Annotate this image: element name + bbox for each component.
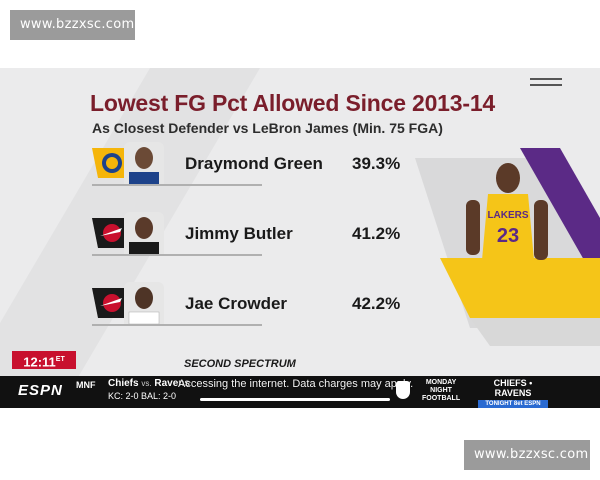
clock-zone: ET [55,356,65,363]
video-frame: Lowest FG Pct Allowed Since 2013-14 As C… [0,68,600,408]
promo-title: CHIEFS • RAVENS [493,378,533,398]
video-progress-bar[interactable] [200,398,390,401]
warriors-logo-icon [92,148,126,178]
graphic-title: Lowest FG Pct Allowed Since 2013-14 [90,90,496,116]
menu-lines-icon [530,78,562,90]
mnf-logo-line: NIGHT [430,387,452,394]
team1-name: Chiefs [108,378,139,389]
bottom-ticker: ESPN MNF Chiefs vs. Ravens KC: 2-0 BAL: … [0,376,600,408]
watermark-top: www.bzzxsc.com [10,10,135,40]
fg-pct: 41.2% [352,224,401,243]
watermark-bottom: www.bzzxsc.com [464,440,590,470]
espn-logo: ESPN [18,382,63,399]
league-label: MNF [76,380,96,390]
nfl-shield-icon [396,381,410,399]
fg-pct: 42.2% [352,294,401,313]
mnf-logo-line: MONDAY [425,379,457,386]
player-name: Draymond Green [185,154,323,173]
data-provider-label: SECOND SPECTRUM [184,358,296,370]
player-headshot-butler [124,212,164,254]
player-headshot-draymond [124,142,164,184]
mnf-logo: MONDAY NIGHT FOOTBALL [422,379,460,403]
vs-label: vs. [141,379,152,388]
row-divider [92,254,262,256]
mnf-logo-line: FOOTBALL [422,395,461,402]
heat-logo-icon [92,218,126,248]
jersey-number: 23 [497,225,519,247]
game-clock: 12:11ET [12,351,76,369]
fg-pct: 39.3% [352,154,401,173]
jersey-brand: LAKERS [487,210,528,221]
heat-logo-icon [92,288,126,318]
lebron-cutout-image: LAKERS 23 [466,163,548,310]
row-divider [92,184,262,186]
list-item: Jae Crowder 42.2% [92,282,412,326]
list-item: Draymond Green 39.3% [92,142,412,186]
game-promo: CHIEFS • RAVENS TONIGHT 8et ESPN [478,378,548,408]
game-matchup: Chiefs vs. Ravens KC: 2-0 BAL: 2-0 [108,378,190,401]
graphic-subtitle: As Closest Defender vs LeBron James (Min… [92,120,443,136]
player-name: Jimmy Butler [185,224,293,243]
team-records: KC: 2-0 BAL: 2-0 [108,391,177,401]
clock-time: 12:11 [23,354,56,370]
row-divider [92,324,262,326]
promo-subtitle: TONIGHT 8et ESPN [478,400,548,408]
list-item: Jimmy Butler 41.2% [92,212,412,256]
player-headshot-crowder [124,282,164,324]
data-charges-toast: Accessing the internet. Data charges may… [178,378,414,390]
team2-name: Ravens [154,378,190,389]
player-name: Jae Crowder [185,294,288,313]
